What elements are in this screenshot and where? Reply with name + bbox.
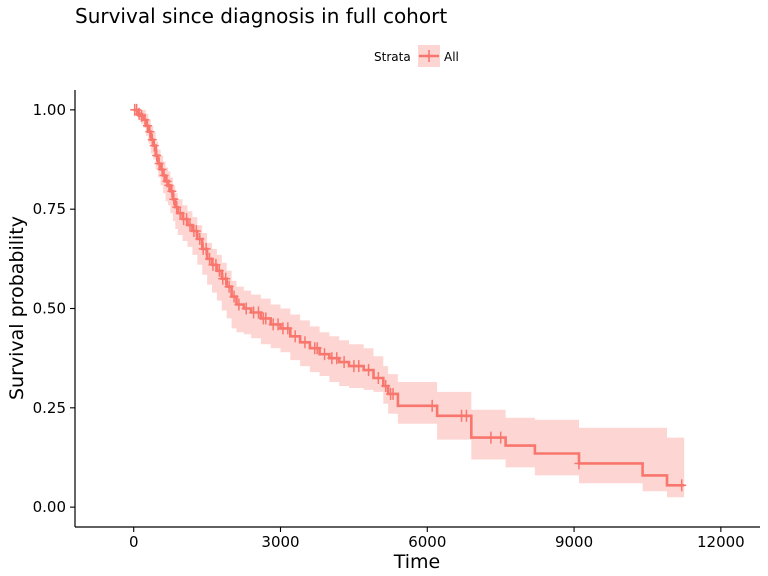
censor-mark xyxy=(486,431,496,444)
censor-mark xyxy=(221,272,231,285)
censor-mark xyxy=(214,264,224,277)
censor-mark xyxy=(574,457,584,470)
plot-area xyxy=(130,103,687,498)
censor-mark xyxy=(145,125,155,138)
censor-mark xyxy=(234,298,244,311)
censor-mark xyxy=(332,352,342,365)
y-tick-label: 0.00 xyxy=(33,498,66,516)
censor-mark xyxy=(388,387,398,400)
censor-mark xyxy=(273,318,283,331)
censor-mark xyxy=(147,133,157,146)
x-axis-title: Time xyxy=(393,551,441,573)
y-axis-ticks: 0.00 0.25 0.50 0.75 1.00 xyxy=(33,101,75,516)
censor-mark xyxy=(312,342,322,355)
x-tick-label: 0 xyxy=(129,533,139,551)
y-tick-label: 0.75 xyxy=(33,200,66,218)
censor-mark xyxy=(300,336,310,349)
y-tick-label: 0.50 xyxy=(33,300,66,318)
y-axis-title: Survival probability xyxy=(6,216,28,400)
chart-title: Survival since diagnosis in full cohort xyxy=(75,4,447,28)
censor-mark xyxy=(427,399,437,412)
censor-mark xyxy=(364,364,374,377)
x-tick-label: 9000 xyxy=(555,533,593,551)
y-tick-label: 0.25 xyxy=(33,399,66,417)
censor-mark xyxy=(157,163,167,176)
y-axis: 0.00 0.25 0.50 0.75 1.00 xyxy=(33,90,76,527)
x-axis: 0 3000 6000 9000 12000 xyxy=(75,526,760,551)
censor-mark xyxy=(290,330,300,343)
legend-label-all: All xyxy=(444,50,459,64)
censor-mark xyxy=(339,356,349,369)
x-tick-label: 6000 xyxy=(408,533,446,551)
censor-mark xyxy=(677,479,687,492)
censor-mark xyxy=(191,225,201,238)
confidence-band-all xyxy=(133,109,685,498)
y-tick-label: 1.00 xyxy=(33,101,66,119)
censor-mark xyxy=(201,242,211,255)
censor-mark xyxy=(241,302,251,315)
censor-mark xyxy=(149,139,159,152)
censor-mark xyxy=(496,431,506,444)
censor-mark xyxy=(169,193,179,206)
censor-mark xyxy=(320,348,330,361)
censor-mark xyxy=(354,360,364,373)
legend: Strata All xyxy=(374,45,459,67)
x-tick-label: 12000 xyxy=(697,533,745,551)
censor-mark xyxy=(185,219,195,232)
x-axis-ticks: 0 3000 6000 9000 12000 xyxy=(129,527,745,551)
censor-mark xyxy=(253,306,263,319)
censor-mark xyxy=(283,322,293,335)
censor-mark xyxy=(373,372,383,385)
censor-mark xyxy=(167,185,177,198)
censor-mark xyxy=(195,232,205,245)
legend-title: Strata xyxy=(374,50,411,64)
censor-mark xyxy=(461,409,471,422)
x-tick-label: 3000 xyxy=(261,533,299,551)
censor-mark xyxy=(152,149,162,162)
censor-mark xyxy=(224,280,234,293)
censor-mark xyxy=(381,379,391,392)
censor-mark xyxy=(261,312,271,325)
censor-mark xyxy=(229,290,239,303)
